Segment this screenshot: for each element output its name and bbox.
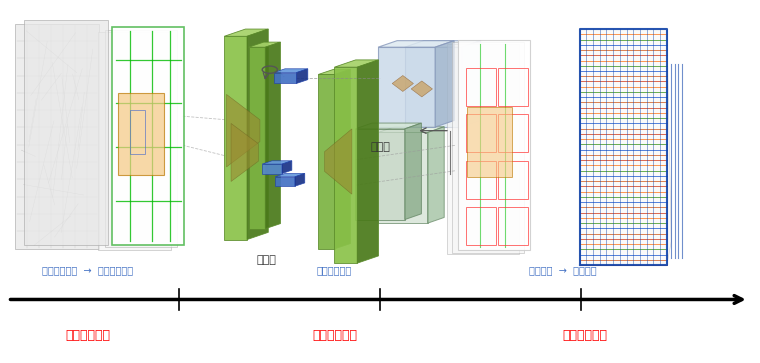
Polygon shape	[461, 41, 480, 127]
Polygon shape	[226, 94, 260, 167]
Polygon shape	[392, 76, 413, 91]
Polygon shape	[404, 41, 480, 47]
Text: 设计评价模块: 设计评价模块	[562, 329, 608, 342]
Polygon shape	[275, 177, 295, 186]
Text: 结构设计模块: 结构设计模块	[312, 329, 357, 342]
Polygon shape	[447, 44, 518, 254]
Polygon shape	[378, 127, 444, 132]
Polygon shape	[579, 29, 671, 265]
Text: 特征提取模块: 特征提取模块	[65, 329, 110, 342]
Polygon shape	[15, 24, 99, 249]
Polygon shape	[356, 123, 421, 129]
Polygon shape	[224, 36, 247, 240]
Polygon shape	[274, 73, 296, 83]
Polygon shape	[318, 74, 335, 249]
Polygon shape	[249, 47, 265, 229]
Polygon shape	[282, 161, 292, 174]
Text: 结构设计  →  结构模型: 结构设计 → 结构模型	[529, 265, 596, 276]
Text: 判别器: 判别器	[370, 142, 390, 152]
Polygon shape	[118, 93, 164, 175]
Polygon shape	[357, 60, 378, 263]
Polygon shape	[451, 42, 524, 253]
Polygon shape	[458, 40, 530, 250]
Polygon shape	[112, 27, 185, 245]
Polygon shape	[274, 69, 308, 73]
Polygon shape	[325, 129, 352, 194]
Polygon shape	[275, 174, 305, 177]
Text: 生成器: 生成器	[256, 254, 276, 265]
Polygon shape	[231, 123, 258, 182]
Polygon shape	[262, 161, 292, 164]
Polygon shape	[247, 29, 268, 240]
Polygon shape	[265, 42, 280, 229]
Polygon shape	[334, 60, 378, 67]
Polygon shape	[249, 42, 280, 47]
Text: 建筑设计图纸  →  特征建筑图纸: 建筑设计图纸 → 特征建筑图纸	[42, 265, 133, 276]
Polygon shape	[467, 107, 512, 177]
Polygon shape	[427, 127, 444, 223]
Polygon shape	[262, 164, 282, 174]
Polygon shape	[99, 32, 171, 250]
Polygon shape	[105, 29, 178, 248]
Polygon shape	[356, 129, 404, 220]
Polygon shape	[404, 47, 461, 127]
Polygon shape	[378, 47, 435, 127]
Polygon shape	[334, 67, 357, 263]
Polygon shape	[224, 29, 268, 36]
Polygon shape	[404, 123, 421, 220]
Polygon shape	[318, 69, 350, 74]
Polygon shape	[378, 132, 427, 223]
Polygon shape	[296, 69, 308, 83]
Polygon shape	[411, 81, 432, 97]
Polygon shape	[435, 41, 454, 127]
Polygon shape	[295, 174, 305, 186]
Polygon shape	[24, 20, 108, 245]
Polygon shape	[378, 41, 454, 47]
Text: 生成对抗网络: 生成对抗网络	[317, 265, 352, 276]
Polygon shape	[335, 69, 350, 249]
